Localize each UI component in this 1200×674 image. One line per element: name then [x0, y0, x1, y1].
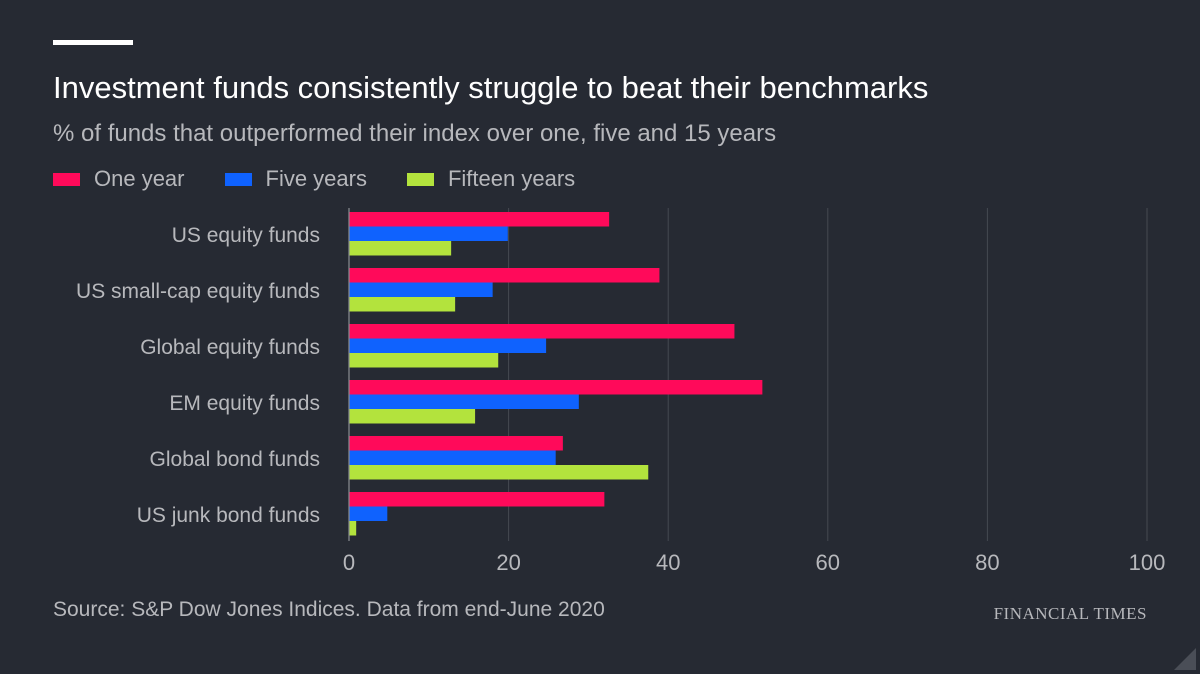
x-tick-label-2: 40 [656, 550, 680, 575]
category-label-2: Global equity funds [140, 336, 320, 359]
x-tick-label-0: 0 [343, 550, 355, 575]
category-label-0: US equity funds [172, 224, 320, 247]
legend-swatch-fifteen-years [406, 172, 434, 186]
bar-3-0 [349, 380, 763, 395]
category-label-3: EM equity funds [169, 392, 320, 415]
bar-0-1 [349, 226, 508, 241]
bar-1-0 [349, 268, 660, 283]
legend-item-five-years: Five years [224, 166, 367, 192]
category-label-4: Global bond funds [150, 448, 320, 471]
source-note: Source: S&P Dow Jones Indices. Data from… [53, 598, 605, 621]
bar-3-1 [349, 394, 579, 409]
x-tick-label-4: 80 [975, 550, 999, 575]
bar-0-0 [349, 212, 610, 227]
bar-3-2 [349, 409, 476, 424]
legend-label-fifteen-years: Fifteen years [447, 166, 576, 191]
bar-4-1 [349, 450, 556, 465]
bar-4-2 [349, 465, 649, 480]
legend-item-one-year: One year [53, 166, 185, 192]
legend-swatch-one-year [53, 172, 80, 186]
x-tick-label-3: 60 [816, 550, 840, 575]
legend-label-five-years: Five years [265, 166, 367, 191]
legend-item-fifteen-years: Fifteen years [406, 166, 576, 192]
legend: One year Five years Fifteen years [53, 165, 615, 193]
bar-2-1 [349, 338, 547, 353]
bar-5-0 [349, 492, 605, 507]
bar-2-0 [349, 324, 735, 339]
x-tick-label-1: 20 [496, 550, 520, 575]
bar-1-2 [349, 297, 456, 312]
legend-swatch-five-years [224, 172, 252, 186]
chart-title: Investment funds consistently struggle t… [53, 70, 929, 105]
top-rule [53, 40, 133, 45]
bar-4-0 [349, 436, 563, 451]
category-label-1: US small-cap equity funds [76, 280, 320, 303]
chart-subtitle: % of funds that outperformed their index… [53, 120, 777, 147]
bar-0-2 [349, 241, 452, 256]
category-label-5: US junk bond funds [137, 504, 320, 527]
legend-label-one-year: One year [94, 166, 185, 191]
bar-5-1 [349, 506, 388, 521]
resize-corner-icon [1174, 648, 1196, 670]
publisher-brand: FINANCIAL TIMES [993, 604, 1147, 623]
bar-1-1 [349, 282, 493, 297]
x-tick-label-5: 100 [1129, 550, 1166, 575]
bar-2-2 [349, 353, 499, 368]
bar-5-2 [349, 521, 357, 536]
